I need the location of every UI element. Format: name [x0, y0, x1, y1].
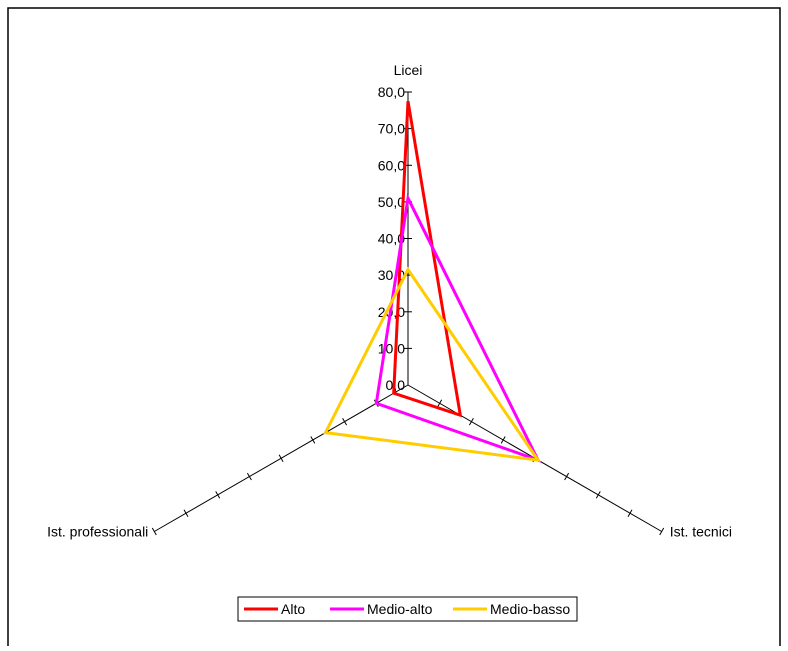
axis-labels-layer: Licei Ist. tecnici Ist. professionali [47, 62, 732, 540]
tick-mark [468, 417, 474, 426]
tick-label: 10,0 [378, 340, 405, 356]
axis-label-ist-professionali: Ist. professionali [47, 524, 148, 540]
tick-mark [246, 472, 252, 481]
tick-mark [437, 399, 443, 408]
tick-label: 80,0 [378, 84, 405, 100]
series-layer [323, 100, 542, 463]
tick-mark [627, 509, 633, 517]
tick-mark [183, 509, 189, 517]
legend-label-alto: Alto [281, 601, 305, 617]
tick-mark [310, 436, 316, 444]
tick-mark [151, 527, 157, 536]
axis-label-ist-tecnici: Ist. tecnici [670, 524, 732, 540]
axis-label-licei: Licei [394, 62, 423, 78]
chart-frame [7, 7, 781, 649]
tick-label: 40,0 [378, 231, 405, 247]
legend-box [237, 596, 578, 622]
tick-mark [564, 472, 570, 481]
series-medio-basso [323, 266, 542, 463]
legend: Alto Medio-alto Medio-basso [237, 596, 578, 622]
tick-mark [215, 491, 221, 499]
legend-label-medio-basso: Medio-basso [490, 601, 570, 617]
tick-mark [595, 491, 601, 499]
tick-mark [659, 527, 665, 536]
legend-label-medio-alto: Medio-alto [367, 601, 433, 617]
tick-mark [278, 454, 284, 462]
tick-label: 50,0 [378, 194, 405, 210]
tick-label: 60,0 [378, 157, 405, 173]
tick-mark [342, 417, 348, 426]
tick-label: 70,0 [378, 121, 405, 137]
tick-mark [500, 436, 506, 444]
